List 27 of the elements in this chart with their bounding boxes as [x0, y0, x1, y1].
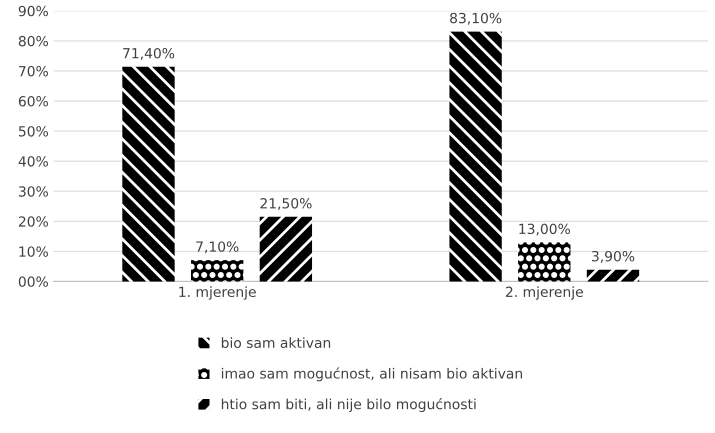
y-tick-label: 80% — [18, 36, 48, 46]
y-tick-label: 90% — [18, 6, 48, 16]
bar — [449, 32, 502, 282]
data-label: 3,90% — [592, 250, 634, 263]
data-label: 83,10% — [450, 12, 502, 25]
bar — [191, 260, 244, 282]
bar — [518, 242, 570, 282]
y-tick-label: 10% — [19, 246, 48, 257]
data-label: 71,40% — [123, 48, 174, 60]
y-tick-label: 50% — [18, 126, 48, 137]
y-tick-label: 40% — [18, 156, 48, 167]
y-tick-label: 20% — [18, 216, 48, 227]
data-label: 7,10% — [196, 241, 238, 254]
bar — [122, 66, 175, 282]
y-tick-label: 30% — [18, 186, 48, 197]
y-tick-label: 60% — [18, 96, 48, 107]
data-label: 13,00% — [519, 224, 570, 236]
bar — [586, 270, 640, 282]
legend-label: bio sam aktivan — [222, 337, 330, 348]
data-label: 21,50% — [260, 198, 312, 210]
legend-label: htio sam biti, ali nije bilo mogućnosti — [222, 398, 476, 412]
y-tick-label: 00% — [18, 276, 48, 287]
x-tick-label: 2. mjerenje — [506, 286, 583, 300]
x-tick-label: 1. mjerenje — [179, 286, 256, 300]
legend-label: imao sam mogućnost, ali nisam bio aktivan — [222, 367, 522, 382]
bar — [260, 216, 312, 282]
y-tick-label: 70% — [19, 66, 48, 76]
